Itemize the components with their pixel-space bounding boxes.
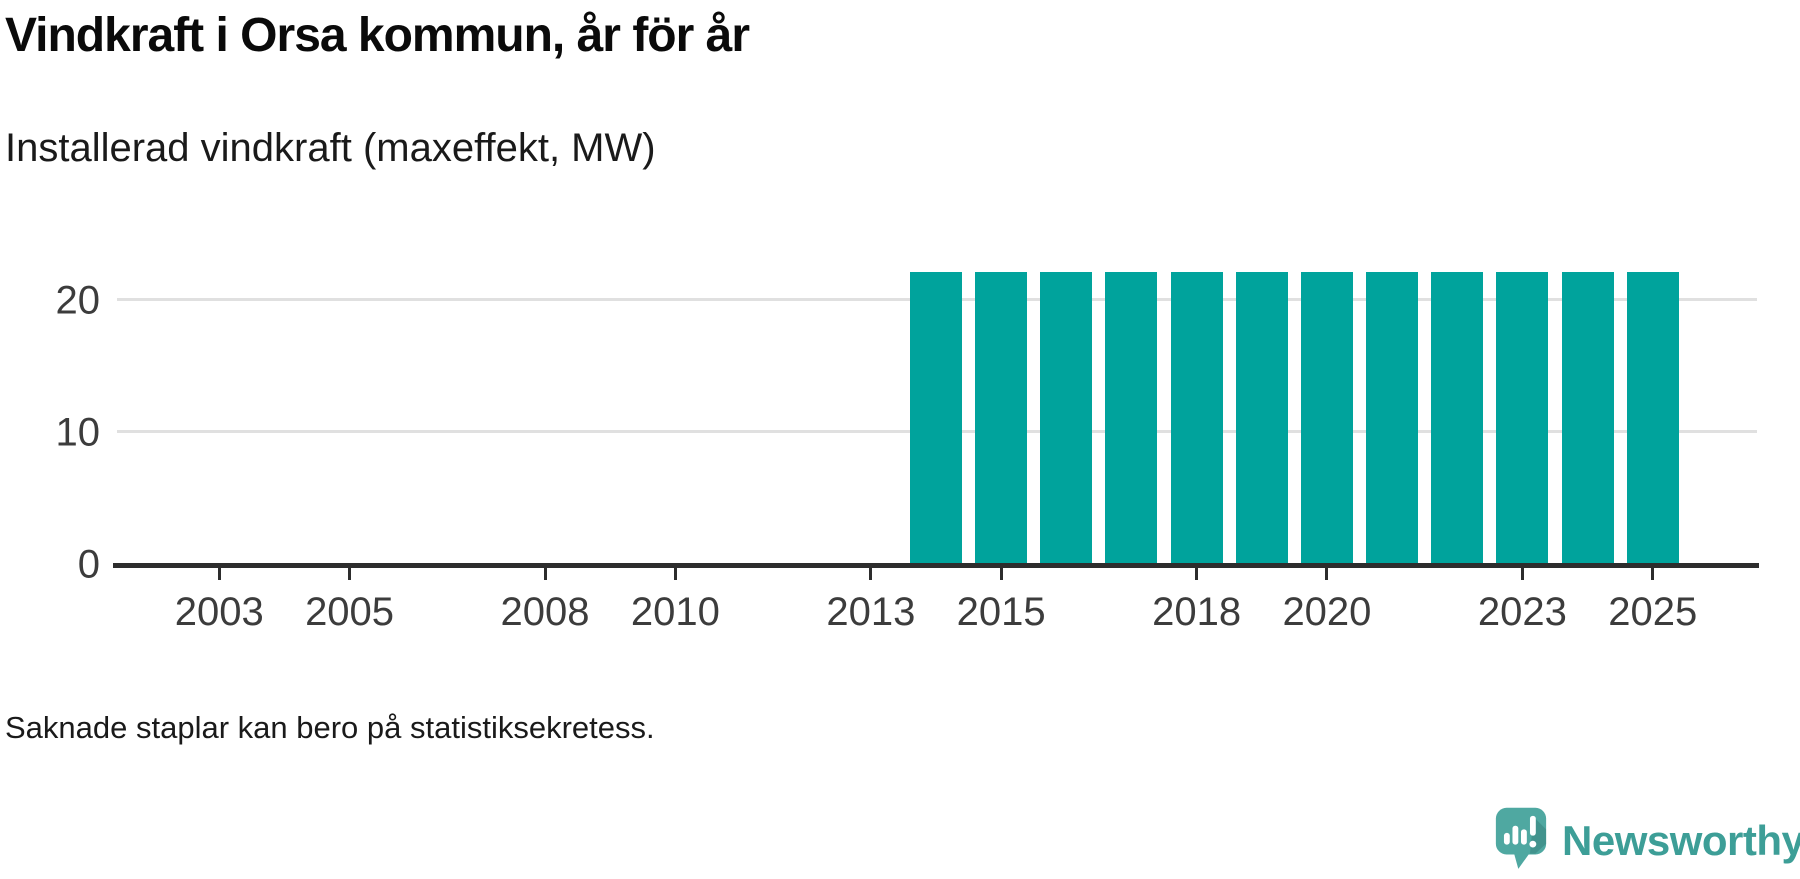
page-title: Vindkraft i Orsa kommun, år för år [5,9,750,62]
bar [1366,272,1419,563]
x-tick-label: 2020 [1282,590,1372,634]
logo-bar-medium [1521,829,1527,845]
x-tick [869,568,873,580]
bar [1105,272,1158,563]
x-tick [999,568,1003,580]
x-tick [217,568,221,580]
x-tick-label: 2010 [630,590,720,634]
x-tick-label: 2015 [956,590,1046,634]
bar [910,272,962,563]
x-tick-label: 2008 [500,590,590,634]
bar [1300,272,1353,563]
logo-bar-small [1503,832,1510,845]
x-tick [673,568,677,580]
x-tick [348,568,352,580]
y-tick-label: 0 [77,542,100,587]
x-tick-label: 2003 [174,590,264,634]
x-tick [1651,568,1655,580]
newsworthy-logo-text: Newsworthy [1562,817,1800,864]
logo-bar-tall [1512,825,1519,845]
bar [1235,272,1288,563]
x-tick-label: 2013 [826,590,916,634]
x-tick [1325,568,1329,580]
x-tick-label: 2025 [1608,590,1698,634]
y-tick-label: 20 [55,278,101,323]
bar [1431,272,1484,563]
bar [1040,272,1093,563]
newsworthy-logo-icon [1495,807,1547,869]
x-axis-line [113,563,1759,568]
x-tick-label: 2005 [305,590,395,634]
x-tick [1520,568,1524,580]
bar [1561,272,1614,563]
x-tick [1195,568,1199,580]
x-tick-label: 2023 [1477,590,1567,634]
x-tick-label: 2018 [1152,590,1242,634]
bar [1170,272,1223,563]
x-tick [543,568,547,580]
y-tick-label: 10 [55,410,101,455]
logo-exclamation-bar [1529,815,1536,836]
chart-subtitle: Installerad vindkraft (maxeffekt, MW) [5,126,656,170]
newsworthy-logo[interactable]: Newsworthy [1494,806,1800,876]
bar [975,272,1028,563]
logo-exclamation-dot [1529,840,1537,848]
bar [1626,272,1679,563]
footer-note: Saknade staplar kan bero på statistiksek… [5,710,655,745]
bar [1496,272,1549,563]
